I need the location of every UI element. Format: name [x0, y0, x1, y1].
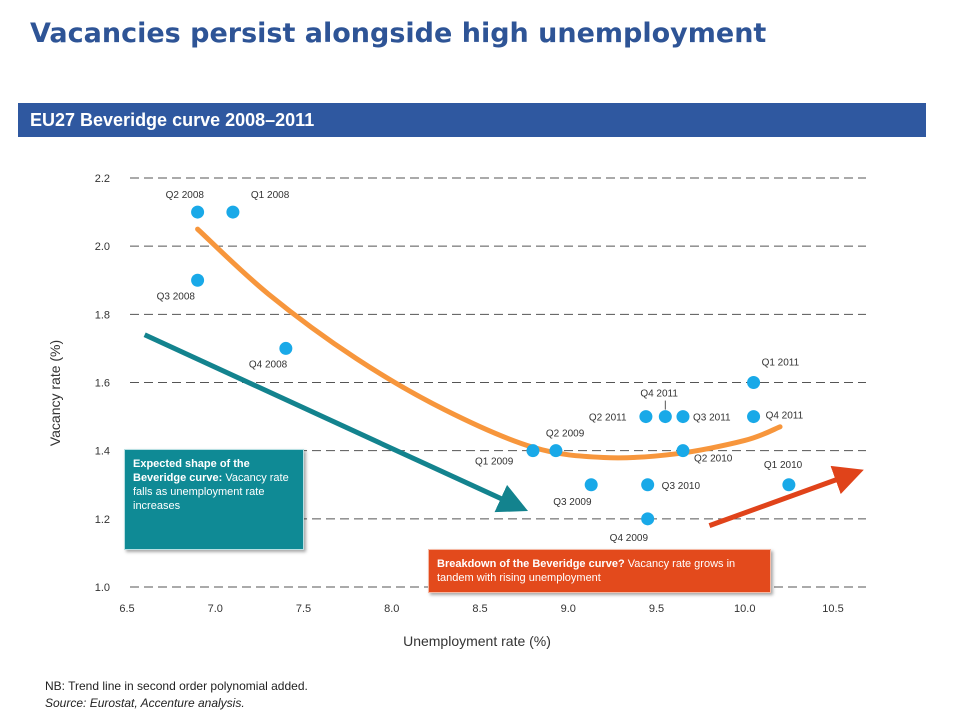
- breakdown-arrow: [708, 465, 864, 529]
- y-axis-ticks: 1.0 1.2 1.4 1.6 1.8 2.0 2.2: [95, 173, 110, 594]
- point-label: Q1 2011: [762, 358, 800, 369]
- data-point: [526, 444, 540, 458]
- breakdown-callout-heading: Breakdown of the Beveridge curve?: [437, 558, 625, 570]
- point-label: Q2 2011: [589, 413, 627, 424]
- y-tick-label: 1.6: [95, 378, 110, 390]
- data-point: [279, 341, 293, 355]
- data-point: [747, 410, 761, 424]
- y-tick-label: 1.2: [95, 514, 110, 526]
- arrows: [143, 332, 864, 529]
- breakdown-callout-text: Vacancy rate grows in tandem with rising…: [437, 558, 736, 584]
- trend-line: [195, 226, 783, 461]
- data-point: [191, 273, 205, 287]
- expected-callout-heading: Expected shape of the Beveridge curve:: [133, 458, 250, 484]
- point-label: Q2 2009: [546, 429, 585, 440]
- point-label: Q4 2011: [640, 389, 678, 400]
- x-axis-ticks: 6.5 7.0 7.5 8.0 8.5 9.0 9.5 10.0 10.5: [119, 603, 843, 615]
- data-point: [584, 478, 598, 492]
- breakdown-callout: Breakdown of the Beveridge curve? Vacanc…: [428, 549, 771, 593]
- x-tick-label: 7.0: [208, 603, 223, 615]
- trend-line-path: [195, 226, 783, 461]
- source-note: Source: Eurostat, Accenture analysis.: [45, 696, 245, 710]
- data-point: [658, 410, 672, 424]
- y-tick-label: 2.2: [95, 173, 110, 185]
- x-tick-label: 6.5: [119, 603, 134, 615]
- trend-note: NB: Trend line in second order polynomia…: [45, 679, 308, 693]
- data-point: [191, 205, 205, 219]
- point-label: Q2 2008: [166, 190, 205, 201]
- data-point: [641, 478, 655, 492]
- point-labels: Q1 2008 Q2 2008 Q3 2008 Q4 2008 Q1 2009 Q2 20…: [157, 190, 804, 544]
- y-axis-title: Vacancy rate (%): [47, 340, 63, 446]
- data-points: [191, 205, 796, 526]
- data-point: [639, 410, 653, 424]
- point-label: Q1 2008: [251, 190, 290, 201]
- chart-subtitle: EU27 Beveridge curve 2008–2011: [30, 110, 315, 130]
- data-point: [676, 444, 690, 458]
- page-title: Vacancies persist alongside high unemplo…: [30, 18, 767, 49]
- x-tick-label: 7.5: [296, 603, 311, 615]
- y-tick-label: 2.0: [95, 241, 110, 253]
- point-label: Q4 2008: [249, 359, 288, 370]
- x-tick-label: 10.0: [734, 603, 755, 615]
- y-tick-label: 1.8: [95, 309, 110, 321]
- x-tick-label: 9.5: [649, 603, 664, 615]
- x-tick-label: 9.0: [561, 603, 576, 615]
- data-point: [226, 205, 240, 219]
- expected-shape-callout: Expected shape of the Beveridge curve: V…: [124, 449, 304, 550]
- data-point: [549, 444, 563, 458]
- data-point: [782, 478, 796, 492]
- x-tick-label: 10.5: [822, 603, 843, 615]
- point-label: Q4 2009: [610, 533, 649, 544]
- point-label: Q3 2011: [693, 413, 731, 424]
- x-tick-label: 8.0: [384, 603, 399, 615]
- point-label: Q1 2010: [764, 460, 803, 471]
- expected-arrow: [143, 332, 529, 513]
- point-label: Q2 2010: [694, 454, 733, 465]
- x-tick-label: 8.5: [472, 603, 487, 615]
- y-tick-label: 1.0: [95, 582, 110, 594]
- data-point: [676, 410, 690, 424]
- point-label: Q4 2011: [766, 411, 804, 422]
- data-point: [641, 512, 655, 526]
- y-tick-label: 1.4: [95, 446, 110, 458]
- expected-callout-text: Vacancy rate falls as unemployment rate …: [133, 472, 289, 512]
- chart-banner: EU27 Beveridge curve 2008–2011: [18, 103, 926, 137]
- point-label: Q3 2008: [157, 291, 196, 302]
- point-label: Q3 2009: [553, 497, 592, 508]
- point-label: Q3 2010: [662, 481, 701, 492]
- x-axis-title: Unemployment rate (%): [403, 633, 551, 649]
- point-label: Q1 2009: [475, 457, 514, 468]
- data-point: [747, 376, 761, 389]
